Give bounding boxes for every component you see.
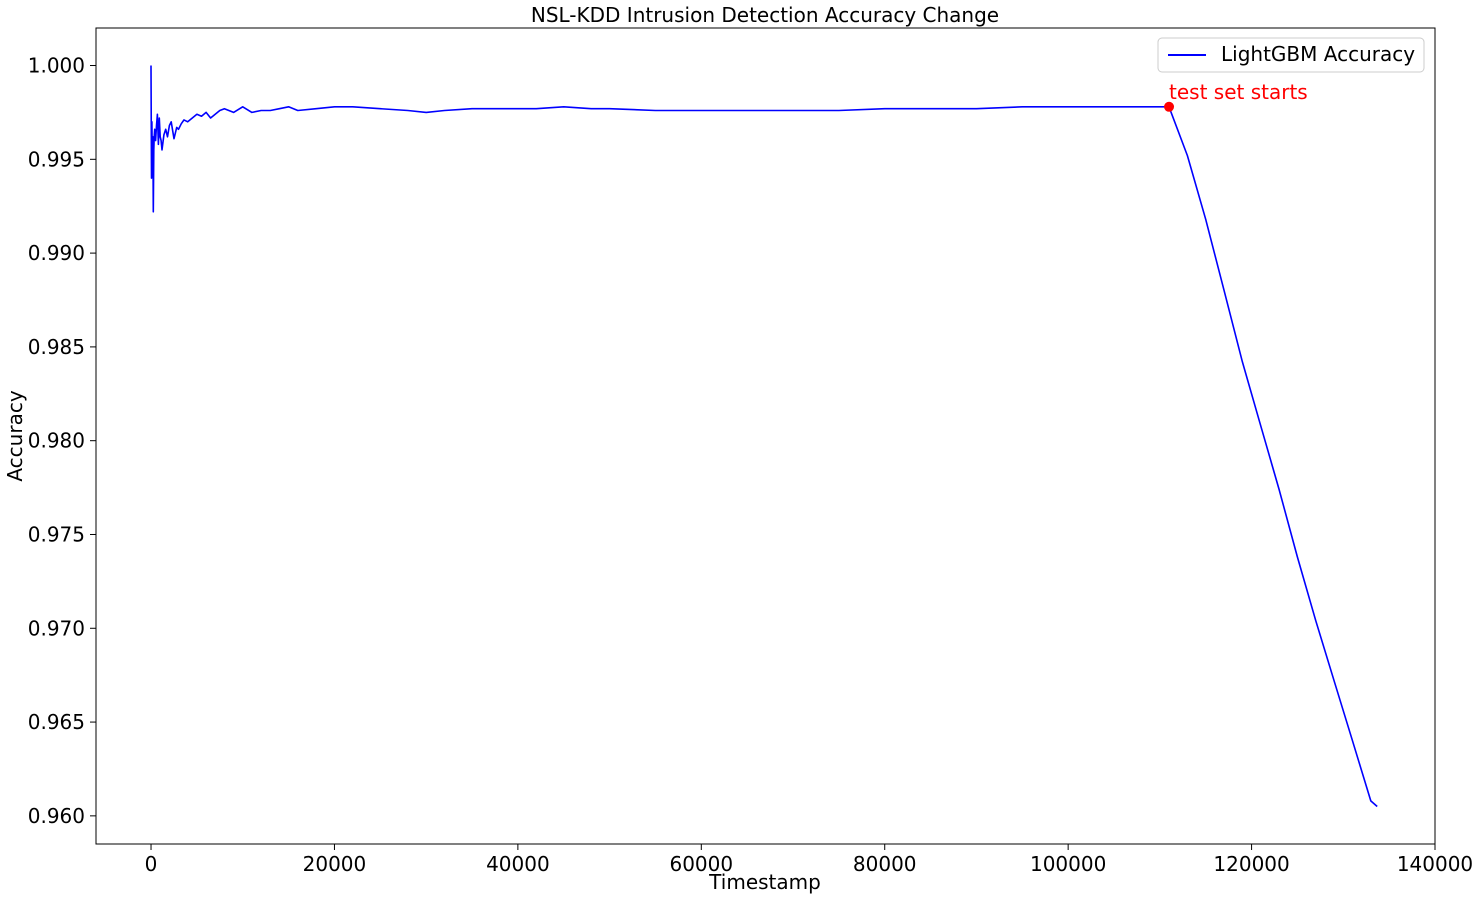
y-tick-label: 1.000 <box>28 54 85 78</box>
x-tick-label: 140000 <box>1397 852 1473 876</box>
y-tick-label: 0.965 <box>28 710 85 734</box>
x-tick-label: 80000 <box>853 852 917 876</box>
y-tick-label: 0.960 <box>28 804 85 828</box>
legend-box <box>1157 37 1425 73</box>
annotation: test set starts <box>1164 80 1308 112</box>
y-tick-label: 0.985 <box>28 335 85 359</box>
y-tick-label: 0.975 <box>28 522 85 546</box>
y-tick-label: 0.970 <box>28 616 85 640</box>
legend: LightGBM Accuracy <box>1157 37 1425 73</box>
test-set-start-marker <box>1164 101 1175 112</box>
x-axis-ticks: 0 20000 40000 60000 80000 100000 120000 140000 <box>145 844 1473 876</box>
y-tick-label: 0.990 <box>28 241 85 265</box>
x-tick-label: 40000 <box>486 852 550 876</box>
x-tick-label: 120000 <box>1213 852 1289 876</box>
y-tick-label: 0.980 <box>28 429 85 453</box>
chart-title: NSL-KDD Intrusion Detection Accuracy Cha… <box>531 3 999 27</box>
plot-area-frame <box>95 27 1436 845</box>
x-tick-label: 60000 <box>669 852 733 876</box>
y-axis-label: Accuracy <box>3 390 27 481</box>
x-axis-label: Timestamp <box>708 870 821 894</box>
legend-label: LightGBM Accuracy <box>1221 42 1415 66</box>
y-axis-ticks: 0.960 0.965 0.970 0.975 0.980 0.985 0.990 0.995… <box>28 54 96 828</box>
series-layer <box>150 65 1378 808</box>
x-tick-label: 100000 <box>1030 852 1106 876</box>
test-set-start-label: test set starts <box>1169 80 1308 104</box>
y-tick-label: 0.995 <box>28 147 85 171</box>
x-tick-label: 20000 <box>303 852 367 876</box>
series-line-lightgbm-accuracy <box>150 65 1378 808</box>
x-tick-label: 0 <box>145 852 158 876</box>
